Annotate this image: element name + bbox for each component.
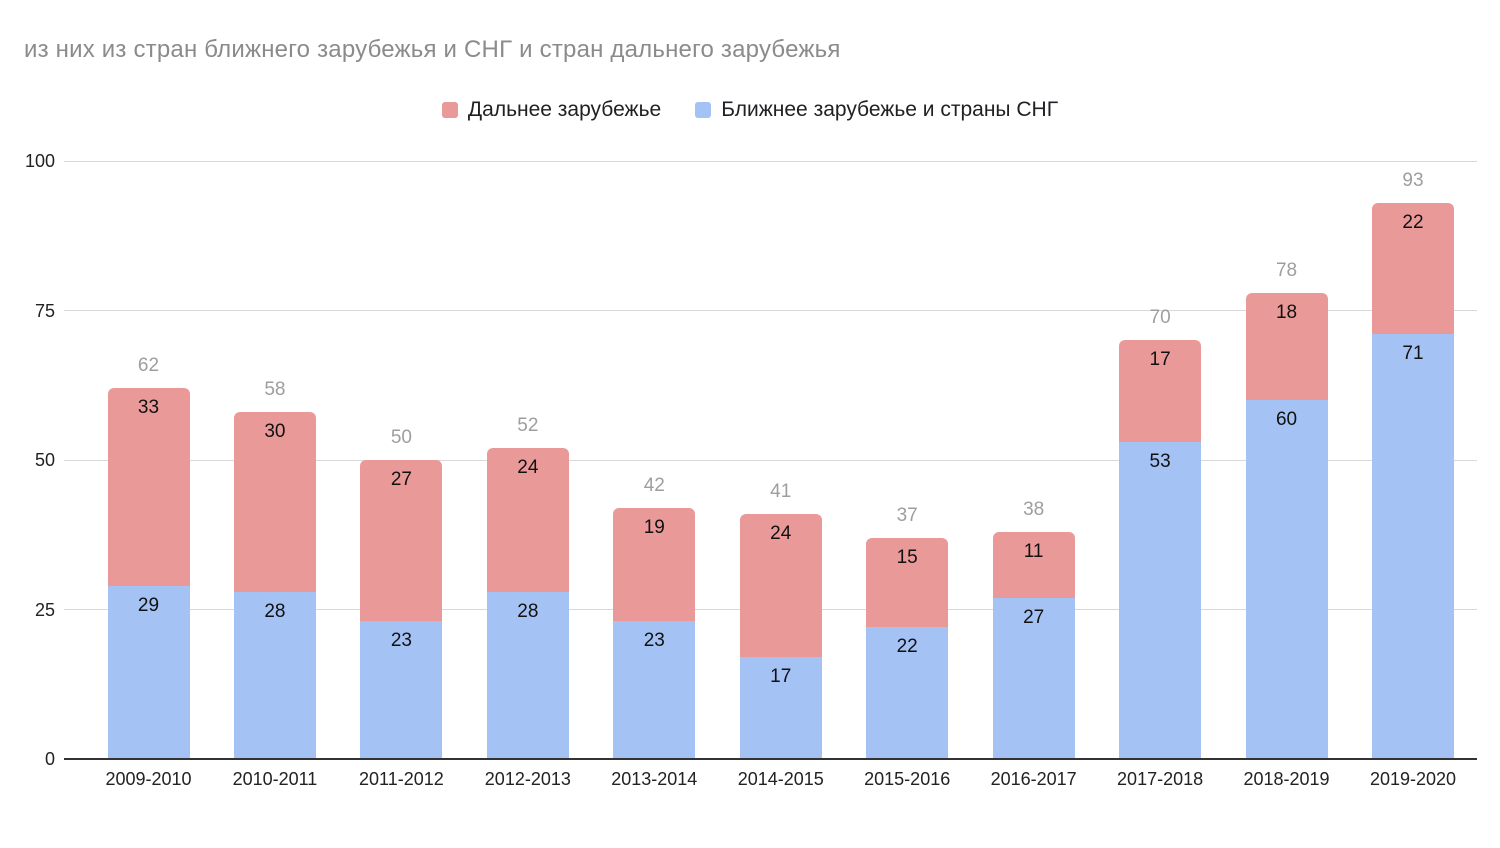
legend-swatch-near-abroad-icon [695, 102, 712, 118]
bar-value-label-far-abroad: 27 [390, 469, 412, 490]
bar-segment-far-abroad[interactable] [1372, 202, 1454, 335]
bar-segment-far-abroad[interactable] [866, 537, 949, 628]
gridline [64, 160, 1477, 162]
bar-value-label-far-abroad: 24 [517, 457, 539, 479]
bar-value-label-far-abroad: 11 [1023, 540, 1044, 562]
legend-label-near-abroad-cis: Ближнее зарубежье и страны СНГ [721, 98, 1059, 121]
bar-value-label-far-abroad: 19 [643, 516, 665, 538]
bar-value-label-near-abroad-cis: 28 [517, 600, 539, 622]
bar-value-label-near-abroad-cis: 23 [643, 630, 665, 652]
bar-total-label: 62 [137, 355, 160, 377]
x-axis-tick-label: 2013-2014 [611, 769, 698, 789]
bar-total-label: 37 [896, 504, 918, 526]
bar-value-label-near-abroad-cis: 27 [1023, 606, 1045, 628]
bar-value-label-far-abroad: 24 [770, 522, 792, 544]
bar-value-label-near-abroad-cis: 28 [264, 600, 286, 622]
bar-segment-near-abroad-cis[interactable] [1245, 400, 1328, 759]
gridline [64, 459, 1477, 461]
bar-total-label: 93 [1402, 169, 1424, 191]
bar-value-label-far-abroad: 30 [264, 421, 286, 443]
bar-segment-far-abroad[interactable] [360, 460, 443, 622]
y-axis-tick-label: 100 [24, 151, 55, 171]
bar-segment-far-abroad[interactable] [613, 507, 696, 622]
bar-value-label-near-abroad-cis: 29 [137, 594, 160, 616]
bar-value-label-far-abroad: 33 [137, 397, 160, 419]
y-axis-tick-label: 25 [34, 599, 55, 620]
bar-total-label: 52 [517, 415, 539, 437]
bar-segment-near-abroad-cis[interactable] [233, 591, 316, 759]
x-axis-tick-label: 2015-2016 [864, 769, 951, 789]
bar-segment-near-abroad-cis[interactable] [866, 627, 949, 759]
bar-segment-far-abroad[interactable] [1245, 292, 1328, 401]
bar-segment-far-abroad[interactable] [739, 513, 822, 658]
bar-segment-near-abroad-cis[interactable] [360, 621, 443, 759]
bar-segment-near-abroad-cis[interactable] [739, 657, 822, 759]
gridline [64, 310, 1477, 311]
x-axis-tick-label: 2010-2011 [232, 769, 318, 789]
bar-total-label: 50 [390, 427, 412, 448]
chart-title: из них из стран ближнего зарубежья и СНГ… [24, 36, 841, 63]
bar-segment-near-abroad-cis[interactable] [613, 621, 696, 759]
bar-value-label-near-abroad-cis: 71 [1402, 343, 1424, 365]
bar-value-label-far-abroad: 17 [1149, 349, 1171, 371]
bar-value-label-far-abroad: 15 [896, 546, 918, 568]
x-axis-line [64, 758, 1477, 760]
x-axis-tick-label: 2012-2013 [484, 769, 571, 789]
bar-total-label: 78 [1275, 259, 1298, 281]
bar-segment-near-abroad-cis[interactable] [1372, 334, 1454, 759]
bar-total-label: 58 [264, 379, 286, 401]
bar-segment-far-abroad[interactable] [233, 412, 316, 592]
y-axis-tick-label: 0 [44, 749, 55, 769]
legend-item-near-abroad-cis[interactable]: Ближнее зарубежье и страны СНГ [695, 98, 1058, 122]
bar-value-label-far-abroad: 22 [1402, 211, 1424, 233]
x-axis-tick-label: 2018-2019 [1243, 769, 1330, 789]
bar-value-label-near-abroad-cis: 53 [1149, 451, 1171, 473]
bar-segment-far-abroad[interactable] [486, 448, 569, 592]
bar-total-label: 70 [1149, 307, 1171, 329]
bar-segment-far-abroad[interactable] [1119, 340, 1202, 443]
legend-swatch-far-abroad-icon [441, 102, 458, 118]
y-axis-tick-label: 75 [34, 300, 55, 321]
bar-value-label-near-abroad-cis: 23 [390, 630, 412, 652]
legend: Дальнее зарубежье Ближнее зарубежье и ст… [0, 98, 1500, 122]
x-axis-tick-label: 2019-2020 [1369, 769, 1457, 789]
x-axis-tick-label: 2009-2010 [105, 769, 192, 789]
x-axis-tick-label: 2017-2018 [1117, 769, 1204, 789]
bar-total-label: 41 [770, 480, 792, 502]
legend-label-far-abroad: Дальнее зарубежье [467, 98, 662, 121]
bar-segment-near-abroad-cis[interactable] [107, 585, 190, 759]
legend-item-far-abroad[interactable]: Дальнее зарубежье [441, 98, 662, 122]
bar-total-label: 42 [643, 474, 665, 496]
bar-value-label-near-abroad-cis: 22 [896, 636, 918, 658]
bar-segment-near-abroad-cis[interactable] [1119, 442, 1202, 759]
bar-value-label-far-abroad: 18 [1275, 301, 1298, 323]
x-axis-tick-label: 2014-2015 [737, 769, 824, 789]
x-axis-tick-label: 2016-2017 [990, 769, 1077, 789]
bar-segment-far-abroad[interactable] [992, 531, 1075, 598]
y-axis-tick-label: 50 [34, 450, 55, 470]
bar-segment-near-abroad-cis[interactable] [992, 597, 1075, 759]
bar-value-label-near-abroad-cis: 60 [1275, 409, 1298, 431]
x-axis-tick-label: 2011-2012 [359, 769, 444, 789]
bar-segment-near-abroad-cis[interactable] [486, 591, 569, 759]
bar-value-label-near-abroad-cis: 17 [770, 666, 792, 688]
bar-total-label: 38 [1023, 498, 1045, 520]
bar-segment-far-abroad[interactable] [107, 388, 190, 586]
